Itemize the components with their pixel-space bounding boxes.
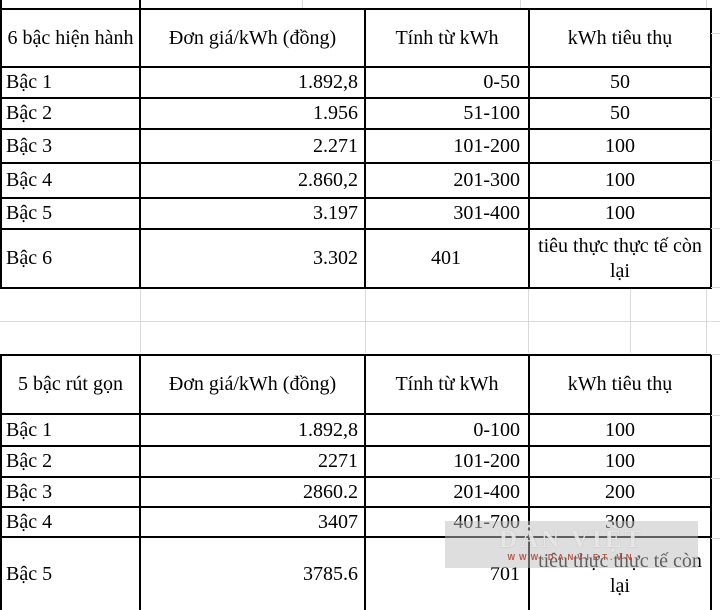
tier-label-cell[interactable]: Bậc 6 [0, 228, 141, 289]
table-row: Bậc 5 3.197 301-400 100 [0, 197, 712, 230]
unit-price-cell[interactable]: 2271 [139, 445, 366, 478]
table-row: Bậc 4 2.860,2 201-300 100 [0, 162, 712, 199]
unit-price-cell[interactable]: 3407 [139, 506, 366, 538]
tier-label-cell[interactable]: Bậc 3 [0, 128, 141, 164]
tier-label-cell[interactable]: Bậc 3 [0, 476, 141, 508]
kwh-range-cell[interactable]: 0-50 [364, 66, 530, 99]
header-cell[interactable]: Đơn giá/kWh (đồng) [139, 354, 366, 415]
kwh-consumed-cell[interactable]: 50 [528, 97, 712, 130]
table-row: Bậc 5 3785.6 701 tiêu thực thực tế còn lại [0, 536, 712, 610]
faint-gridline [711, 97, 720, 98]
kwh-consumed-cell[interactable]: 200 [528, 476, 712, 508]
kwh-consumed-cell[interactable]: tiêu thực thực tế còn lại [528, 228, 712, 289]
tier-label-cell[interactable]: Bậc 5 [0, 197, 141, 230]
unit-price-cell[interactable]: 1.956 [139, 97, 366, 130]
unit-price-cell[interactable]: 2.860,2 [139, 162, 366, 199]
faint-gridline [711, 354, 720, 355]
tier-label-cell[interactable]: Bậc 1 [0, 66, 141, 99]
header-row: 5 bậc rút gọn Đơn giá/kWh (đồng) Tính từ k… [0, 354, 712, 415]
kwh-range-cell[interactable]: 201-400 [364, 476, 530, 508]
kwh-consumed-cell[interactable]: 100 [528, 413, 712, 447]
kwh-consumed-cell[interactable]: 100 [528, 197, 712, 230]
unit-price-cell[interactable]: 2860.2 [139, 476, 366, 508]
faint-gridline [711, 287, 720, 288]
kwh-consumed-cell[interactable]: 50 [528, 66, 712, 99]
kwh-range-cell[interactable]: 701 [364, 536, 530, 610]
tier-label-cell[interactable]: Bậc 4 [0, 162, 141, 199]
unit-price-cell[interactable]: 3.302 [139, 228, 366, 289]
faint-gridline [711, 538, 720, 539]
border-segment [139, 0, 141, 8]
table-row: Bậc 1 1.892,8 0-50 50 [0, 66, 712, 99]
faint-gridline [711, 228, 720, 229]
kwh-range-cell[interactable]: 201-300 [364, 162, 530, 199]
header-cell[interactable]: 6 bậc hiện hành [0, 8, 141, 68]
kwh-range-cell[interactable]: 401 [364, 228, 530, 289]
kwh-range-cell[interactable]: 101-200 [364, 128, 530, 164]
kwh-consumed-cell[interactable]: 300 [528, 506, 712, 538]
faint-gridline [706, 0, 707, 8]
kwh-range-cell[interactable]: 51-100 [364, 97, 530, 130]
faint-gridline [711, 160, 720, 161]
tier-label-cell[interactable]: Bậc 1 [0, 413, 141, 447]
tier-label-cell[interactable]: Bậc 2 [0, 97, 141, 130]
kwh-range-cell[interactable]: 401-700 [364, 506, 530, 538]
header-cell[interactable]: Tính từ kWh [364, 8, 530, 68]
table-row: Bậc 4 3407 401-700 300 [0, 506, 712, 538]
header-cell[interactable]: kWh tiêu thụ [528, 8, 712, 68]
unit-price-cell[interactable]: 1.892,8 [139, 66, 366, 99]
header-row: 6 bậc hiện hành Đơn giá/kWh (đồng) Tính từ… [0, 8, 712, 68]
header-cell[interactable]: Tính từ kWh [364, 354, 530, 415]
faint-gridline [711, 33, 720, 34]
tier-label-cell[interactable]: Bậc 2 [0, 445, 141, 478]
faint-gridline [302, 0, 303, 8]
table-current-6-tier: 6 bậc hiện hành Đơn giá/kWh (đồng) Tính từ… [0, 8, 712, 289]
table-row: Bậc 2 2271 101-200 100 [0, 445, 712, 478]
unit-price-cell[interactable]: 1.892,8 [139, 413, 366, 447]
table-row: Bậc 3 2.271 101-200 100 [0, 128, 712, 164]
unit-price-cell[interactable]: 3785.6 [139, 536, 366, 610]
faint-gridline [711, 321, 720, 322]
kwh-consumed-cell[interactable]: 100 [528, 162, 712, 199]
faint-gridline [711, 415, 720, 416]
table-row: Bậc 2 1.956 51-100 50 [0, 97, 712, 130]
table-row: Bậc 1 1.892,8 0-100 100 [0, 413, 712, 447]
tier-label-cell[interactable]: Bậc 5 [0, 536, 141, 610]
header-cell[interactable]: Đơn giá/kWh (đồng) [139, 8, 366, 68]
kwh-range-cell[interactable]: 101-200 [364, 445, 530, 478]
faint-gridline [0, 321, 710, 322]
faint-gridline [520, 0, 521, 8]
table-row: Bậc 6 3.302 401 tiêu thực thực tế còn lại [0, 228, 712, 289]
unit-price-cell[interactable]: 2.271 [139, 128, 366, 164]
kwh-consumed-cell[interactable]: 100 [528, 445, 712, 478]
tier-label-cell[interactable]: Bậc 4 [0, 506, 141, 538]
table-row: Bậc 3 2860.2 201-400 200 [0, 476, 712, 508]
kwh-range-cell[interactable]: 0-100 [364, 413, 530, 447]
unit-price-cell[interactable]: 3.197 [139, 197, 366, 230]
kwh-consumed-cell[interactable]: 100 [528, 128, 712, 164]
kwh-consumed-cell[interactable]: tiêu thực thực tế còn lại [528, 536, 712, 610]
header-cell[interactable]: 5 bậc rút gọn [0, 354, 141, 415]
faint-gridline [711, 478, 720, 479]
table-proposed-5-tier: 5 bậc rút gọn Đơn giá/kWh (đồng) Tính từ k… [0, 354, 712, 610]
border-segment [0, 0, 2, 8]
header-cell[interactable]: kWh tiêu thụ [528, 354, 712, 415]
kwh-range-cell[interactable]: 301-400 [364, 197, 530, 230]
